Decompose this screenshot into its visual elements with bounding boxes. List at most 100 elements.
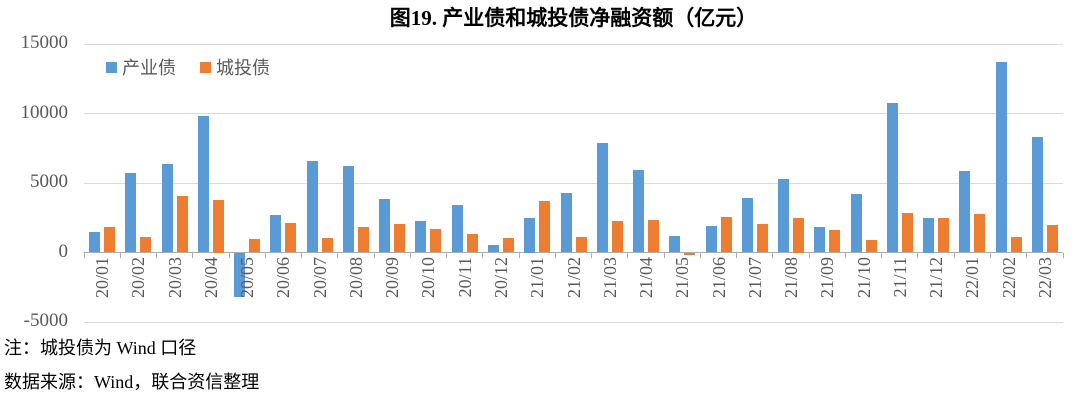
bar-城投债 bbox=[684, 252, 696, 256]
axis-tick bbox=[627, 252, 629, 258]
bar-城投债 bbox=[321, 237, 333, 253]
axis-tick bbox=[663, 252, 665, 258]
legend: 产业债 城投债 bbox=[106, 54, 270, 80]
x-tick-label: 20/05 bbox=[237, 257, 258, 299]
bar-城投债 bbox=[793, 217, 805, 253]
chart-title: 图19. 产业债和城投债净融资额（亿元） bbox=[389, 6, 758, 30]
axis-tick bbox=[228, 252, 230, 258]
bar-城投债 bbox=[720, 217, 732, 253]
bar-产业债 bbox=[923, 217, 935, 253]
axis-tick bbox=[446, 252, 448, 258]
zero-axis-line bbox=[84, 252, 1063, 253]
bar-城投债 bbox=[140, 236, 152, 253]
x-tick-label: 21/07 bbox=[744, 257, 765, 299]
x-tick-label: 21/06 bbox=[708, 257, 729, 299]
legend-label-urban-bond: 城投债 bbox=[216, 58, 270, 78]
y-tick-label: -5000 bbox=[23, 310, 68, 331]
axis-tick bbox=[192, 252, 194, 258]
bar-城投债 bbox=[502, 237, 514, 253]
x-tick-label: 20/07 bbox=[309, 257, 330, 299]
bar-城投债 bbox=[829, 230, 841, 253]
x-tick-label: 20/08 bbox=[345, 257, 366, 299]
axis-tick bbox=[953, 252, 955, 258]
x-tick-label: 22/02 bbox=[998, 257, 1019, 299]
bar-产业债 bbox=[161, 163, 173, 253]
bar-城投债 bbox=[249, 239, 261, 253]
note-line-1: 注：城投债为 Wind 口径 bbox=[4, 338, 197, 358]
bar-城投债 bbox=[176, 196, 188, 253]
bar-产业债 bbox=[379, 198, 391, 253]
x-tick-label: 21/02 bbox=[563, 257, 584, 299]
x-tick-label: 20/10 bbox=[418, 257, 439, 299]
plot-area bbox=[83, 43, 1064, 323]
note-line-2: 数据来源：Wind，联合资信整理 bbox=[4, 372, 260, 392]
axis-tick bbox=[264, 252, 266, 258]
gridline bbox=[84, 43, 1063, 45]
bar-产业债 bbox=[125, 173, 137, 253]
bar-城投债 bbox=[865, 239, 877, 253]
axis-tick bbox=[772, 252, 774, 258]
bar-城投债 bbox=[611, 220, 623, 253]
legend-swatch-industrial-bond bbox=[106, 61, 117, 73]
bar-产业债 bbox=[415, 220, 427, 253]
bar-城投债 bbox=[212, 200, 224, 253]
bar-产业债 bbox=[705, 226, 717, 253]
bar-产业债 bbox=[850, 194, 862, 253]
bar-城投债 bbox=[539, 201, 551, 253]
axis-tick bbox=[1062, 252, 1064, 258]
x-tick-label: 21/11 bbox=[889, 257, 910, 298]
axis-tick bbox=[808, 252, 810, 258]
bar-产业债 bbox=[633, 170, 645, 253]
bar-产业债 bbox=[814, 227, 826, 253]
axis-tick bbox=[699, 252, 701, 258]
bar-产业债 bbox=[89, 232, 101, 253]
bar-产业债 bbox=[487, 244, 499, 253]
bar-城投债 bbox=[974, 213, 986, 253]
axis-tick bbox=[337, 252, 339, 258]
axis-tick bbox=[156, 252, 158, 258]
bar-城投债 bbox=[901, 212, 913, 253]
axis-tick bbox=[119, 252, 121, 258]
gridline bbox=[84, 113, 1063, 114]
x-tick-label: 21/01 bbox=[527, 257, 548, 299]
y-axis-labels: 15000 10000 5000 0 -5000 bbox=[0, 0, 76, 408]
y-tick-label: 0 bbox=[58, 240, 69, 262]
bar-城投债 bbox=[1046, 224, 1058, 253]
gridline bbox=[84, 182, 1063, 184]
bar-产业债 bbox=[306, 160, 318, 253]
x-tick-label: 22/03 bbox=[1034, 257, 1055, 299]
bar-产业债 bbox=[669, 235, 681, 253]
axis-tick bbox=[1026, 252, 1028, 258]
legend-swatch-urban-bond bbox=[200, 61, 211, 73]
bar-城投债 bbox=[648, 219, 660, 253]
bar-产业债 bbox=[197, 116, 209, 253]
bar-产业债 bbox=[524, 217, 536, 253]
x-tick-label: 21/09 bbox=[817, 257, 838, 299]
bar-产业债 bbox=[995, 62, 1007, 253]
bar-城投债 bbox=[466, 233, 478, 253]
axis-tick bbox=[83, 252, 85, 258]
bar-产业债 bbox=[741, 198, 753, 253]
axis-tick bbox=[917, 252, 919, 258]
legend-label-industrial-bond: 产业债 bbox=[122, 58, 176, 78]
legend-item-urban-bond: 城投债 bbox=[200, 54, 270, 80]
bar-产业债 bbox=[451, 204, 463, 253]
axis-tick bbox=[736, 252, 738, 258]
x-tick-label: 21/04 bbox=[636, 257, 657, 299]
axis-tick bbox=[518, 252, 520, 258]
x-tick-label: 20/11 bbox=[454, 257, 475, 298]
y-tick-label: 15000 bbox=[20, 32, 69, 53]
legend-item-industrial-bond: 产业债 bbox=[106, 54, 176, 80]
y-tick-label: 10000 bbox=[20, 101, 69, 123]
bar-产业债 bbox=[270, 214, 282, 253]
x-tick-label: 20/04 bbox=[200, 257, 221, 299]
bar-城投债 bbox=[430, 228, 442, 253]
x-tick-label: 21/08 bbox=[781, 257, 802, 299]
axis-tick bbox=[844, 252, 846, 258]
bar-城投债 bbox=[1010, 236, 1022, 253]
bar-城投债 bbox=[756, 224, 768, 253]
bar-产业债 bbox=[959, 171, 971, 253]
bar-城投债 bbox=[394, 224, 406, 253]
x-tick-label: 20/01 bbox=[92, 257, 113, 299]
